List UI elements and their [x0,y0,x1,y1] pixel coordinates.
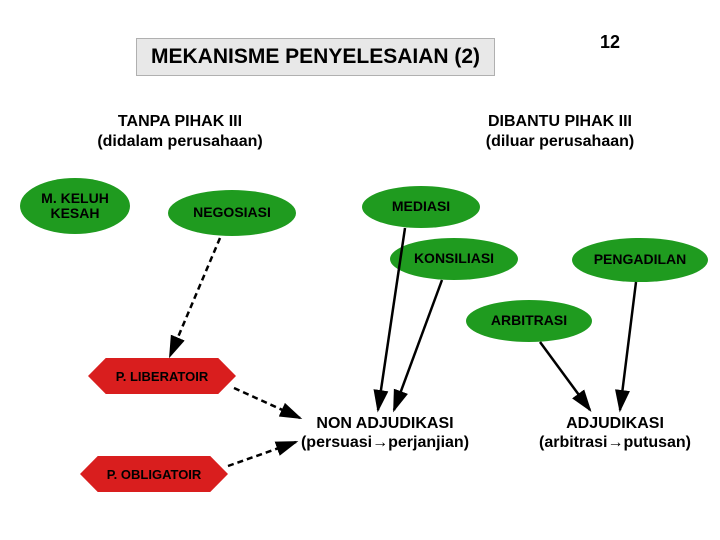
edge-pengadilan-adj [620,282,636,410]
node-pengadilan: PENGADILAN [572,238,708,282]
label-nonadj-line2: (persuasi→perjanjian) [301,434,469,451]
node-negosiasi: NEGOSIASI [168,190,296,236]
node-konsiliasi-text: KONSILIASI [414,251,494,266]
edge-arbitrasi-adj [540,342,590,410]
label-nonadjudikasi: NON ADJUDIKASI (persuasi→perjanjian) [280,414,490,452]
node-negosiasi-text: NEGOSIASI [193,205,271,220]
node-konsiliasi: KONSILIASI [390,238,518,280]
title-text: MEKANISME PENYELESAIAN (2) [151,45,480,68]
heading-left-line2: (didalam perusahaan) [97,133,262,150]
label-adjudikasi: ADJUDIKASI (arbitrasi→putusan) [520,414,710,452]
node-keluh-line1: M. KELUH [41,190,109,206]
heading-left-line1: TANPA PIHAK III [118,113,242,130]
page-number: 12 [600,32,620,53]
heading-right-line1: DIBANTU PIHAK III [488,113,632,130]
title-box: MEKANISME PENYELESAIAN (2) [136,38,495,76]
heading-left: TANPA PIHAK III (didalam perusahaan) [70,112,290,152]
label-adj-line1: ADJUDIKASI [566,415,664,432]
label-nonadj-line1: NON ADJUDIKASI [316,415,453,432]
node-liberatoir: P. LIBERATOIR [88,358,236,394]
heading-right-line2: (diluar perusahaan) [486,133,634,150]
node-obligatoir: P. OBLIGATOIR [80,456,228,492]
node-keluh-kesah: M. KELUH KESAH [20,178,130,234]
node-keluh-line2: KESAH [50,205,99,221]
node-arbitrasi: ARBITRASI [466,300,592,342]
node-mediasi: MEDIASI [362,186,480,228]
heading-right: DIBANTU PIHAK III (diluar perusahaan) [450,112,670,152]
node-liberatoir-text: P. LIBERATOIR [116,369,208,384]
label-adj-line2: (arbitrasi→putusan) [539,434,691,451]
node-mediasi-text: MEDIASI [392,199,450,214]
node-pengadilan-text: PENGADILAN [594,252,687,267]
edge-konsiliasi-nonadj [394,280,442,410]
edge-negosiasi-liberatoir [170,238,220,356]
node-obligatoir-text: P. OBLIGATOIR [107,467,202,482]
node-arbitrasi-text: ARBITRASI [491,313,567,328]
